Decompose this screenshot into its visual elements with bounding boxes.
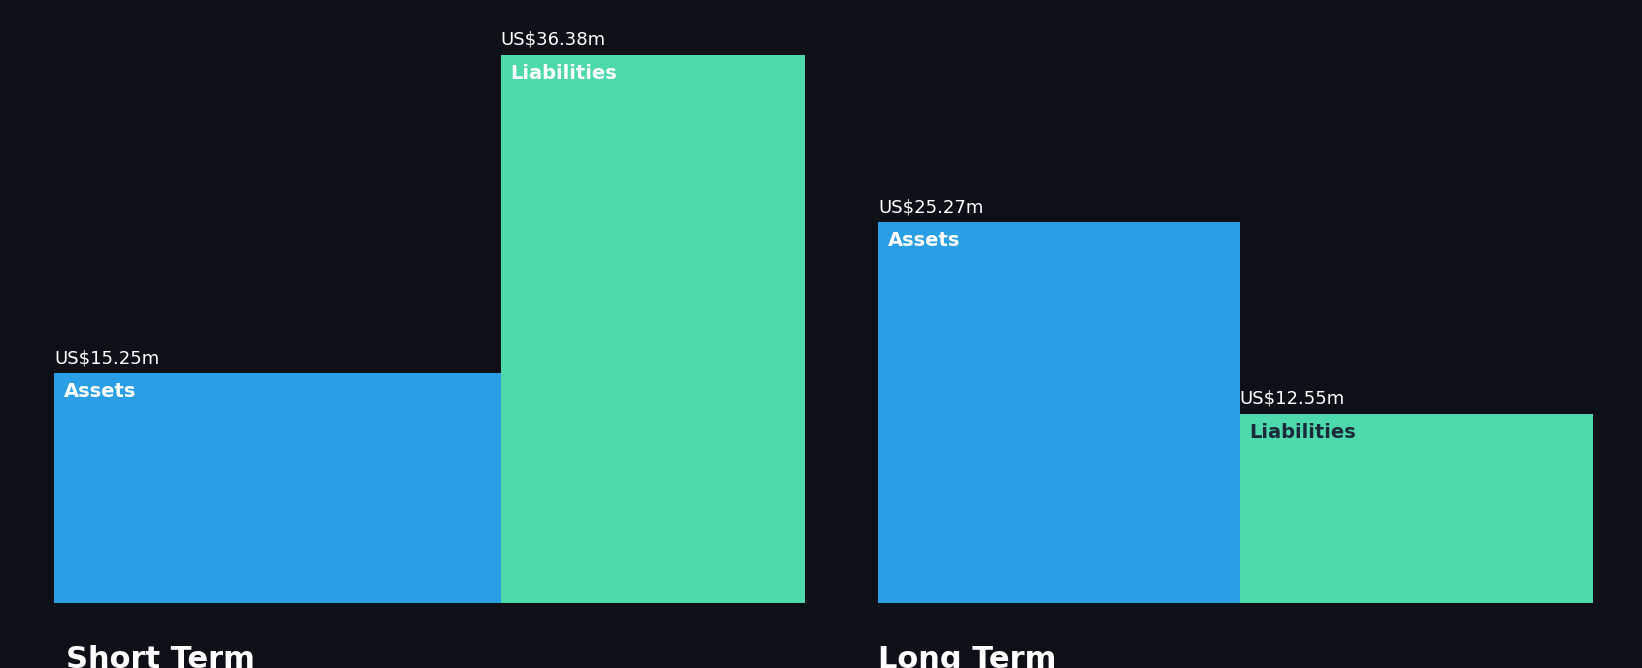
Bar <box>878 222 1240 603</box>
Text: US$36.38m: US$36.38m <box>501 31 606 49</box>
Bar <box>501 55 805 603</box>
Text: Liabilities: Liabilities <box>511 63 617 83</box>
Text: Long Term: Long Term <box>878 645 1057 668</box>
Text: Liabilities: Liabilities <box>1250 423 1356 442</box>
Text: US$15.25m: US$15.25m <box>54 349 159 367</box>
Text: Assets: Assets <box>888 231 961 250</box>
Text: US$25.27m: US$25.27m <box>878 198 984 216</box>
Text: Short Term: Short Term <box>66 645 255 668</box>
Text: Assets: Assets <box>64 382 136 401</box>
Bar <box>1240 413 1593 603</box>
Bar <box>54 373 501 603</box>
Text: US$12.55m: US$12.55m <box>1240 389 1345 407</box>
